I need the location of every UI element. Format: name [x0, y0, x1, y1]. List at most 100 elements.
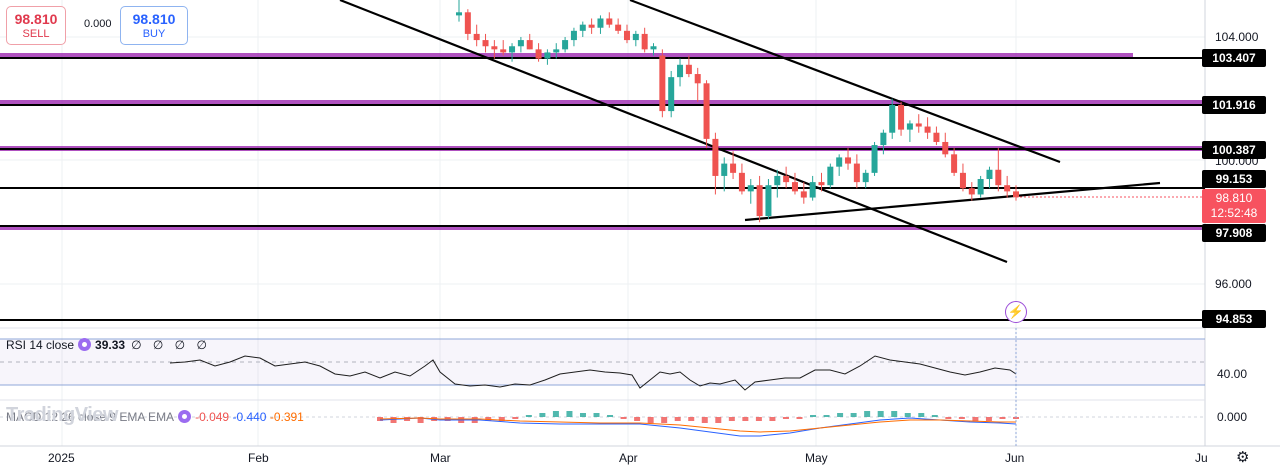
trendline-channel-lower[interactable]	[339, 0, 1008, 264]
candle-body[interactable]	[898, 104, 905, 130]
bar-countdown: 12:52:48	[1210, 206, 1258, 220]
level-label-97[interactable]: 97.908	[1202, 224, 1266, 242]
settings-icon[interactable]	[178, 410, 192, 423]
candle-body[interactable]	[915, 123, 922, 127]
candle-body[interactable]	[783, 175, 790, 183]
candle-body[interactable]	[1004, 185, 1011, 192]
candle-body[interactable]	[588, 24, 595, 28]
candle-body[interactable]	[570, 30, 577, 41]
macd-hist-bar	[864, 411, 871, 417]
candle-body[interactable]	[986, 169, 993, 180]
level-zone-103[interactable]	[0, 53, 1133, 58]
macd-hist-bar	[904, 413, 911, 417]
candle-body[interactable]	[800, 191, 807, 198]
candle-body[interactable]	[685, 64, 692, 75]
candle-body[interactable]	[774, 175, 781, 186]
macd-hist-value: -0.049	[195, 410, 230, 424]
candle-body[interactable]	[1013, 191, 1019, 198]
level-label-100[interactable]: 100.387	[1202, 141, 1266, 159]
macd-hist-bar	[810, 415, 817, 417]
macd-hist-bar	[701, 417, 708, 423]
candle-body[interactable]	[668, 77, 675, 112]
candle-body[interactable]	[959, 172, 966, 189]
time-label: Feb	[248, 451, 269, 465]
trendline-support[interactable]	[744, 181, 1161, 222]
candle-body[interactable]	[579, 24, 586, 31]
candle-body[interactable]	[544, 52, 551, 59]
macd-hist-bar	[674, 417, 681, 421]
alert-bolt-icon[interactable]: ⚡	[1005, 301, 1027, 323]
candles	[456, 0, 1019, 223]
candle-body[interactable]	[942, 141, 949, 155]
candle-body[interactable]	[553, 49, 560, 53]
level-label-99[interactable]: 99.153	[1202, 170, 1266, 188]
candle-body[interactable]	[756, 185, 763, 217]
candle-body[interactable]	[791, 182, 798, 192]
candle-body[interactable]	[535, 49, 542, 59]
candle-body[interactable]	[818, 182, 825, 186]
candle-body[interactable]	[623, 30, 630, 41]
candle-body[interactable]	[597, 18, 604, 28]
macd-hist-bar	[634, 417, 641, 421]
candle-body[interactable]	[456, 12, 462, 16]
macd-hist-bar	[512, 417, 519, 419]
candle-body[interactable]	[862, 172, 869, 183]
candle-body[interactable]	[650, 46, 657, 50]
candle-body[interactable]	[703, 83, 710, 139]
candle-body[interactable]	[889, 104, 896, 133]
candle-body[interactable]	[677, 64, 684, 78]
candle-body[interactable]	[509, 46, 516, 53]
candle-body[interactable]	[836, 157, 843, 167]
candle-body[interactable]	[853, 163, 860, 183]
candle-body[interactable]	[730, 163, 737, 173]
candle-body[interactable]	[845, 157, 852, 164]
candle-body[interactable]	[906, 123, 913, 130]
candle-body[interactable]	[738, 172, 745, 192]
candle-body[interactable]	[827, 166, 834, 186]
candle-body[interactable]	[747, 185, 754, 192]
macd-hist-bar	[539, 413, 546, 417]
candle-body[interactable]	[924, 126, 931, 133]
price-tick: 96.000	[1215, 277, 1252, 291]
candle-body[interactable]	[968, 188, 975, 195]
trendline-channel-upper[interactable]	[629, 0, 1061, 164]
candle-body[interactable]	[721, 163, 728, 176]
candle-body[interactable]	[933, 132, 940, 142]
candle-body[interactable]	[809, 182, 816, 198]
candle-body[interactable]	[995, 169, 1002, 186]
candle-body[interactable]	[464, 12, 471, 34]
candle-body[interactable]	[482, 40, 489, 47]
candle-body[interactable]	[606, 18, 613, 25]
macd-hist-bar	[579, 413, 586, 417]
candle-body[interactable]	[951, 154, 958, 173]
settings-icon[interactable]	[78, 338, 92, 351]
level-label-94[interactable]: 94.853	[1202, 310, 1266, 328]
candle-body[interactable]	[632, 33, 639, 41]
candle-body[interactable]	[694, 74, 701, 84]
candle-body[interactable]	[659, 55, 666, 112]
candle-body[interactable]	[880, 132, 887, 146]
candle-body[interactable]	[712, 138, 719, 176]
macd-legend[interactable]: MACD 12 26 close 9 EMA EMA -0.049 -0.440 …	[6, 410, 304, 424]
candle-body[interactable]	[641, 33, 648, 50]
candle-body[interactable]	[615, 24, 622, 31]
candle-body[interactable]	[765, 185, 772, 217]
candle-body[interactable]	[473, 33, 480, 41]
macd-hist-bar	[620, 417, 627, 419]
level-label-101[interactable]: 101.916	[1202, 96, 1266, 114]
level-zone-97[interactable]	[0, 225, 1205, 230]
candle-body[interactable]	[871, 145, 878, 173]
candle-body[interactable]	[500, 49, 507, 53]
gear-icon[interactable]: ⚙	[1236, 449, 1250, 466]
candle-body[interactable]	[491, 46, 498, 50]
sell-button[interactable]: 98.810 SELL	[6, 6, 66, 45]
candle-body[interactable]	[977, 179, 984, 195]
candle-body[interactable]	[562, 40, 569, 50]
candle-body[interactable]	[526, 40, 533, 50]
candle-body[interactable]	[517, 40, 524, 47]
buy-button[interactable]: 98.810 BUY	[120, 6, 188, 45]
rsi-legend[interactable]: RSI 14 close 39.33 ∅ ∅ ∅ ∅	[6, 338, 211, 352]
macd-legend-title: MACD 12 26 close 9 EMA EMA	[6, 410, 175, 424]
level-label-103[interactable]: 103.407	[1202, 49, 1266, 67]
